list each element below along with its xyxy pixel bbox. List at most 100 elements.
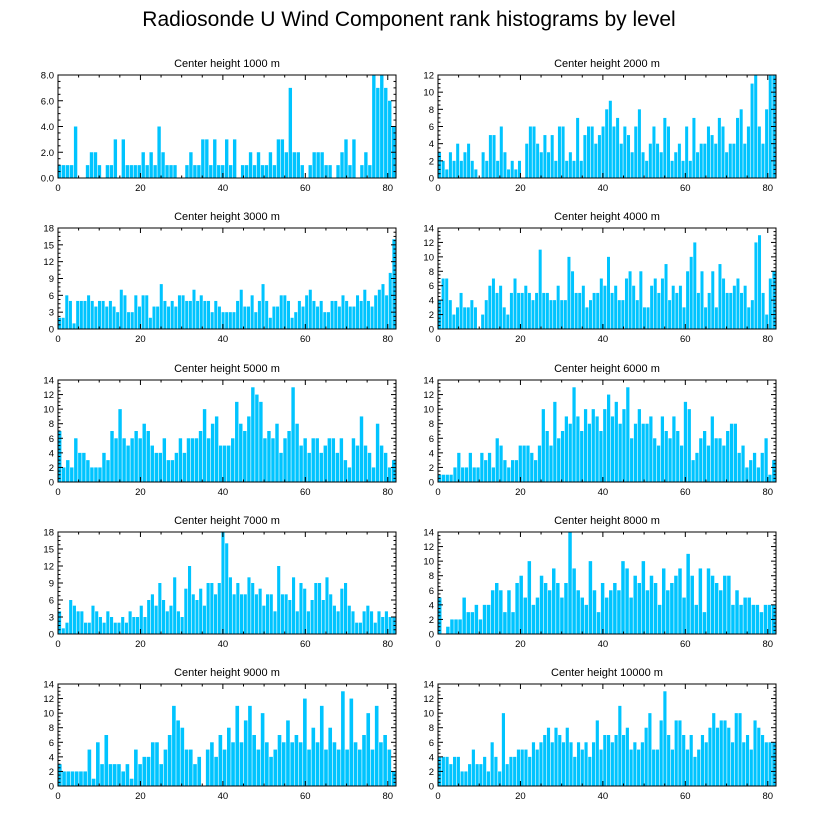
bar: [484, 300, 488, 329]
bar: [600, 583, 605, 634]
bar: [256, 749, 261, 786]
panel-title: Center height 9000 m: [174, 667, 280, 679]
bar: [690, 575, 694, 634]
bar: [125, 764, 130, 786]
bar: [371, 467, 376, 482]
bar: [579, 160, 583, 178]
bar: [441, 474, 446, 482]
bar: [464, 467, 469, 482]
bar: [194, 438, 199, 482]
bar: [663, 691, 667, 786]
bar: [291, 387, 295, 482]
bar: [324, 749, 328, 786]
bar: [466, 612, 470, 634]
bar: [292, 577, 296, 634]
bar: [372, 75, 376, 178]
bar: [509, 756, 513, 786]
bar: [672, 416, 676, 482]
bar: [535, 749, 539, 786]
bar: [153, 165, 157, 179]
bar: [263, 438, 267, 482]
bar: [689, 735, 693, 786]
bar: [702, 612, 707, 634]
bar: [583, 135, 587, 178]
bar: [277, 566, 281, 634]
bar: [520, 292, 524, 329]
bar: [539, 575, 544, 634]
bar: [246, 306, 251, 329]
bar: [503, 152, 507, 178]
bar: [232, 594, 236, 634]
bar: [552, 568, 556, 634]
bar: [173, 577, 177, 634]
bar: [543, 583, 548, 634]
x-tick-label: 60: [300, 639, 311, 650]
bar: [490, 590, 495, 634]
bar: [653, 438, 657, 482]
bar: [534, 460, 538, 482]
bar: [308, 165, 312, 179]
bar: [239, 289, 243, 329]
bar: [69, 600, 73, 634]
bar: [505, 764, 509, 786]
bar: [84, 622, 88, 634]
bar: [213, 139, 217, 179]
bar: [157, 126, 161, 178]
bar: [214, 594, 218, 634]
bar: [294, 735, 299, 786]
y-tick-label: 14: [423, 376, 434, 387]
bar: [686, 553, 690, 634]
bar: [736, 278, 740, 329]
bar: [517, 292, 521, 329]
bar: [549, 445, 553, 482]
bar: [456, 143, 460, 178]
x-tick-label: 0: [55, 639, 60, 650]
bar: [83, 771, 87, 786]
bar: [678, 720, 682, 786]
y-tick-label: 8: [429, 419, 434, 430]
y-tick-label: 12: [43, 390, 54, 401]
y-tick-label: 12: [423, 71, 434, 82]
bar: [619, 143, 623, 178]
bar: [87, 749, 92, 786]
bar: [105, 165, 110, 179]
x-tick-label: 0: [55, 791, 60, 802]
bar: [473, 307, 477, 329]
bar: [641, 423, 645, 482]
bar: [222, 749, 227, 786]
bar: [718, 438, 722, 482]
bar: [74, 771, 79, 786]
bar: [284, 152, 289, 178]
bar: [102, 452, 106, 482]
bar: [481, 314, 485, 329]
y-tick-label: 14: [423, 528, 434, 539]
bar: [221, 165, 225, 179]
figure-title: Radiosonde U Wind Component rank histogr…: [142, 8, 676, 31]
bar: [656, 445, 661, 482]
bar: [178, 438, 183, 482]
bar: [479, 764, 483, 786]
bar: [507, 467, 511, 482]
bar: [567, 256, 571, 329]
bar: [318, 583, 322, 634]
bar: [448, 300, 452, 329]
bar: [268, 317, 272, 329]
bar: [528, 126, 532, 178]
bar: [294, 312, 298, 329]
bar: [543, 735, 547, 786]
y-tick-label: 8.0: [41, 71, 54, 82]
bar: [708, 727, 712, 786]
bar: [525, 143, 529, 178]
bar: [217, 165, 221, 179]
bar: [79, 771, 83, 786]
bar: [228, 165, 233, 179]
bar: [674, 152, 678, 178]
bar: [359, 416, 364, 482]
bar: [599, 749, 603, 786]
bar: [299, 445, 303, 482]
bar: [572, 387, 576, 482]
bar: [646, 307, 650, 329]
bar: [588, 561, 593, 634]
bar: [754, 75, 758, 178]
x-tick-label: 0: [55, 487, 60, 498]
